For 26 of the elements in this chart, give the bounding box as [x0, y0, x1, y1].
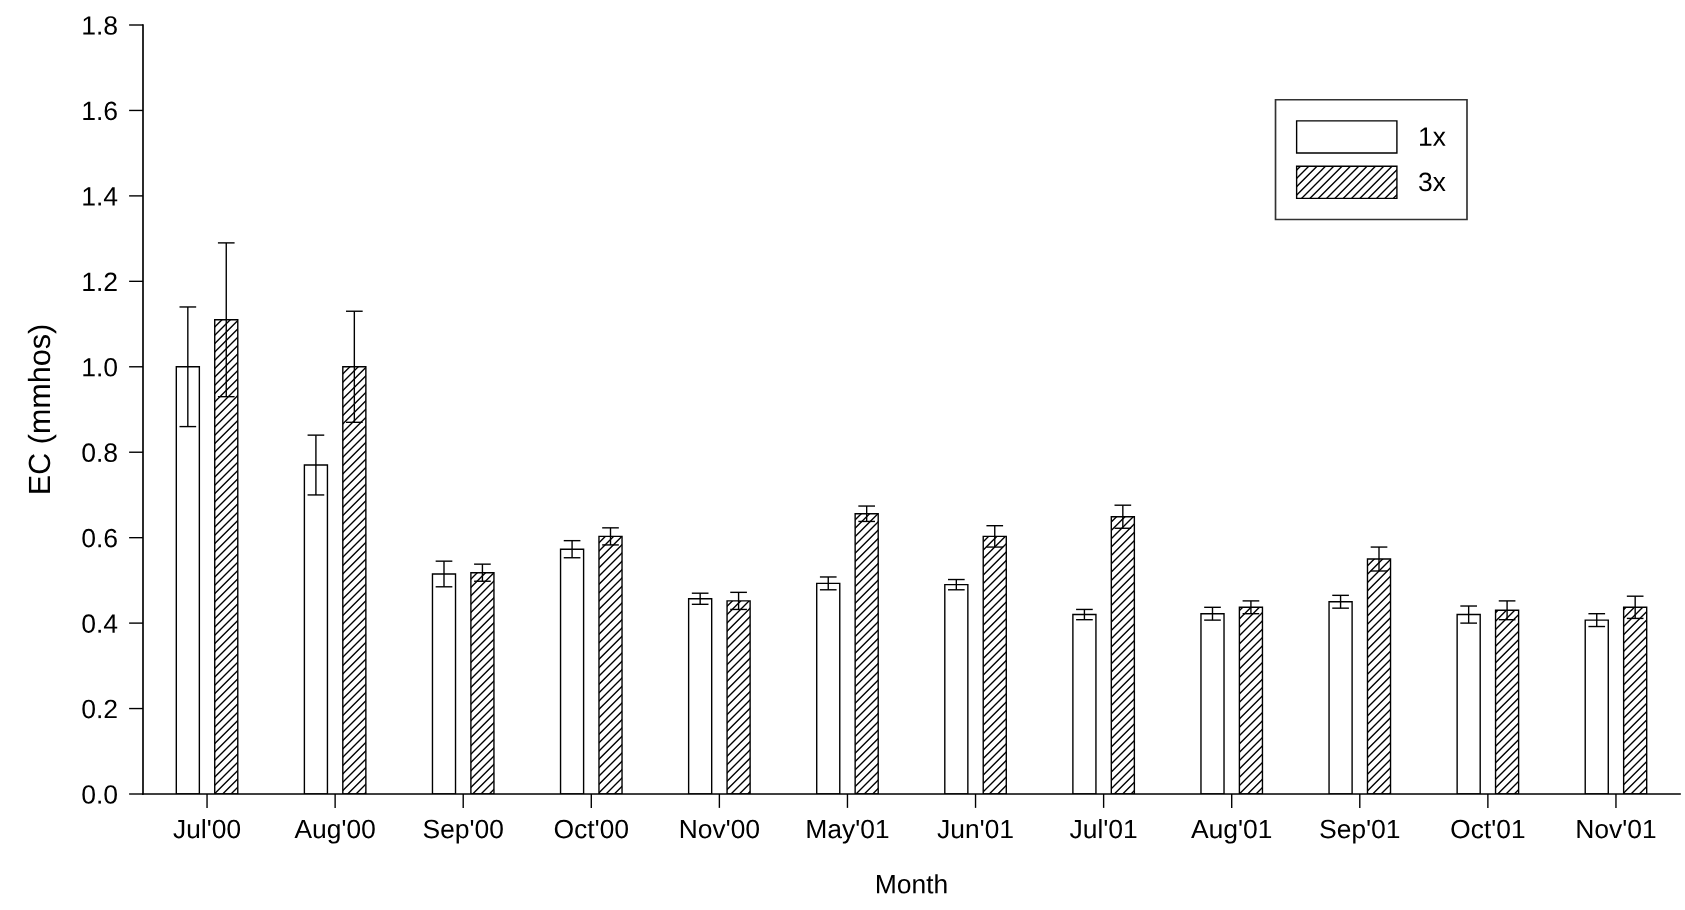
x-tick-label: Jun'01 — [937, 819, 1013, 839]
x-tick-label: Jul'00 — [173, 819, 241, 839]
y-tick-label: 0.6 — [82, 528, 117, 548]
legend-label: 1x — [1420, 127, 1446, 146]
y-tick-label: 1.2 — [83, 272, 117, 291]
x-tick-label: Nov'01 — [1577, 819, 1656, 839]
x-axis-title: Month — [877, 874, 947, 894]
y-tick-label: 0.8 — [82, 443, 117, 463]
x-tick-label: Oct'01 — [1451, 819, 1525, 839]
y-tick-label: 1.0 — [83, 357, 117, 377]
x-tick-label: Nov'00 — [680, 819, 759, 839]
x-tick-label: Jul'01 — [1069, 819, 1137, 839]
x-tick-label: Aug'01 — [1191, 819, 1272, 844]
y-tick-label: 0.2 — [82, 699, 117, 719]
legend-label: 3x — [1419, 172, 1446, 192]
x-tick-label: Oct'00 — [554, 819, 628, 839]
y-tick-label: 1.4 — [83, 187, 118, 206]
x-tick-label: May'01 — [807, 819, 889, 844]
x-tick-label: Sep'01 — [1320, 819, 1400, 844]
y-tick-label: 0.4 — [82, 614, 118, 633]
y-tick-label: 0.0 — [82, 785, 117, 804]
y-tick-label: 1.8 — [83, 16, 117, 35]
x-tick-label: Aug'00 — [294, 819, 375, 844]
y-axis-title: EC (mmhos) — [27, 325, 57, 493]
x-tick-label: Sep'00 — [423, 819, 503, 844]
y-tick-label: 1.6 — [83, 101, 117, 121]
